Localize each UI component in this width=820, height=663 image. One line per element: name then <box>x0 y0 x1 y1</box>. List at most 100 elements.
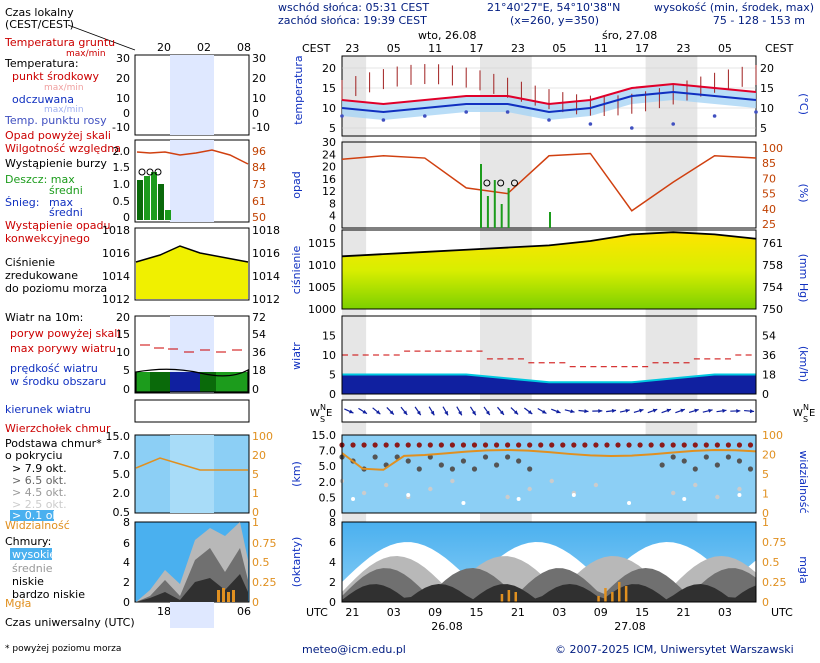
copyright-text: © 2007-2025 ICM, Uniwersytet Warszawski <box>555 643 794 656</box>
tick: 761 <box>762 237 783 250</box>
tick: 18 <box>762 369 776 382</box>
tick: 25 <box>762 218 776 231</box>
legend-humidity: Wilgotność względna <box>5 142 121 155</box>
cloudbase-dot <box>527 487 531 491</box>
tick: 5 <box>329 122 336 135</box>
bottom-hour: 09 <box>594 606 608 619</box>
tick: 2.0 <box>319 476 337 489</box>
cloudbase-ylabel: (km) <box>290 461 303 487</box>
tick: 10 <box>760 102 774 115</box>
cloudbase-dot <box>406 458 411 463</box>
tick: 55 <box>762 188 776 201</box>
fog-bar <box>611 592 614 602</box>
fog-bar <box>597 596 600 602</box>
pressure-area <box>342 232 756 309</box>
cloudbase-dot <box>715 462 720 467</box>
bottom-hour: 03 <box>387 606 401 619</box>
email-link[interactable]: meteo@icm.edu.pl <box>302 643 406 656</box>
top-hour: 17 <box>470 42 484 55</box>
tick: 84 <box>252 161 266 174</box>
tick: 750 <box>762 303 783 316</box>
cloudbase-dot-top <box>472 442 477 447</box>
compass-e: E <box>326 408 332 419</box>
legend-snow: Śnieg: <box>5 196 39 209</box>
tick: 50 <box>252 211 266 224</box>
cloudbase-dot <box>594 483 598 487</box>
precip-bar <box>494 180 496 228</box>
cloudbase-dot <box>737 458 742 463</box>
legend-hour: 20 <box>157 41 171 54</box>
cloudbase-dot <box>682 458 687 463</box>
legend-pressure-3: do poziomu morza <box>5 282 107 295</box>
tick: 6 <box>123 537 130 550</box>
utc-right: UTC <box>771 606 793 619</box>
fog-bar <box>625 586 628 602</box>
precip-bar <box>480 164 482 228</box>
tick: 5.0 <box>319 460 337 473</box>
cloudbase-dot <box>737 487 741 491</box>
cloudbase-dot <box>671 454 676 459</box>
temp-ylabel: temperatura <box>292 55 305 124</box>
tick: 758 <box>762 259 783 272</box>
cloudbase-dot-top <box>373 442 378 447</box>
tick: 0 <box>123 596 130 609</box>
tick: 1 <box>252 487 259 500</box>
tick: 10 <box>252 92 266 105</box>
legend-wind-label: Wiatr na 10m: <box>5 311 83 324</box>
tick: 1.0 <box>113 178 131 191</box>
cloudbase-dot-top <box>682 442 687 447</box>
fog-bar <box>515 592 518 602</box>
bottom-hour: 21 <box>345 606 359 619</box>
tick: 100 <box>762 429 783 442</box>
tick: 1018 <box>102 224 130 237</box>
cloudbase-dot <box>737 493 741 497</box>
utc-left: UTC <box>306 606 328 619</box>
tick: 0 <box>123 211 130 224</box>
tick: 15 <box>322 82 336 95</box>
dew-point <box>589 122 593 126</box>
cloudbase-dot-top <box>461 442 466 447</box>
cloudbase-dot-top <box>649 442 654 447</box>
legend-ground: Temperatura gruntu <box>4 36 115 49</box>
tick: 30 <box>116 52 130 65</box>
tick: 2.0 <box>113 145 131 158</box>
bottom-hour: 03 <box>718 606 732 619</box>
tick: 96 <box>252 145 266 158</box>
fog-bar <box>604 588 607 602</box>
wind-ylabel: wiatr <box>290 342 303 370</box>
height-label: wysokość (min, środek, max) <box>654 1 814 14</box>
footnote: * powyżej poziomu morza <box>5 644 121 654</box>
tick: 20 <box>252 72 266 85</box>
legend-mean-1: prędkość wiatru <box>10 362 98 375</box>
cloudbase-dot <box>505 495 509 499</box>
tick: 4 <box>123 556 130 569</box>
cloudbase-dot <box>406 493 410 497</box>
legend-column: Czas lokalny (CEST/CEST) 20 02 08 Temper… <box>4 6 280 629</box>
tick: 1016 <box>102 247 130 260</box>
cloudbase-dot-top <box>417 442 422 447</box>
compass-e: E <box>809 408 815 419</box>
tick: 5.0 <box>113 468 131 481</box>
cloudbase-dot-top <box>704 442 709 447</box>
legend-pressure-1: Ciśnienie <box>5 256 55 269</box>
tick: 0.25 <box>762 576 787 589</box>
cloudbase-dot <box>693 483 697 487</box>
cloudbase-ylabel-r: widzialność <box>797 450 810 513</box>
cover-ylabel-r: mgła <box>797 556 810 584</box>
compass-w: W <box>310 408 320 419</box>
tick: 0.5 <box>319 491 337 504</box>
legend-gusts-above: poryw powyżej skali <box>10 327 120 340</box>
dew-point <box>423 114 427 118</box>
precip-bar <box>508 188 510 228</box>
cloudbase-dot <box>715 495 719 499</box>
legend-base-2: o pokryciu <box>5 449 62 462</box>
tick: 36 <box>762 349 776 362</box>
tick: 1015 <box>308 237 336 250</box>
sunrise-text: wschód słońca: 05:31 CEST <box>278 1 429 14</box>
tick: 20 <box>760 62 774 75</box>
tick: 2 <box>123 576 130 589</box>
height-values: 75 - 128 - 153 m <box>713 14 805 27</box>
tick: 10 <box>116 346 130 359</box>
tick: 30 <box>252 52 266 65</box>
